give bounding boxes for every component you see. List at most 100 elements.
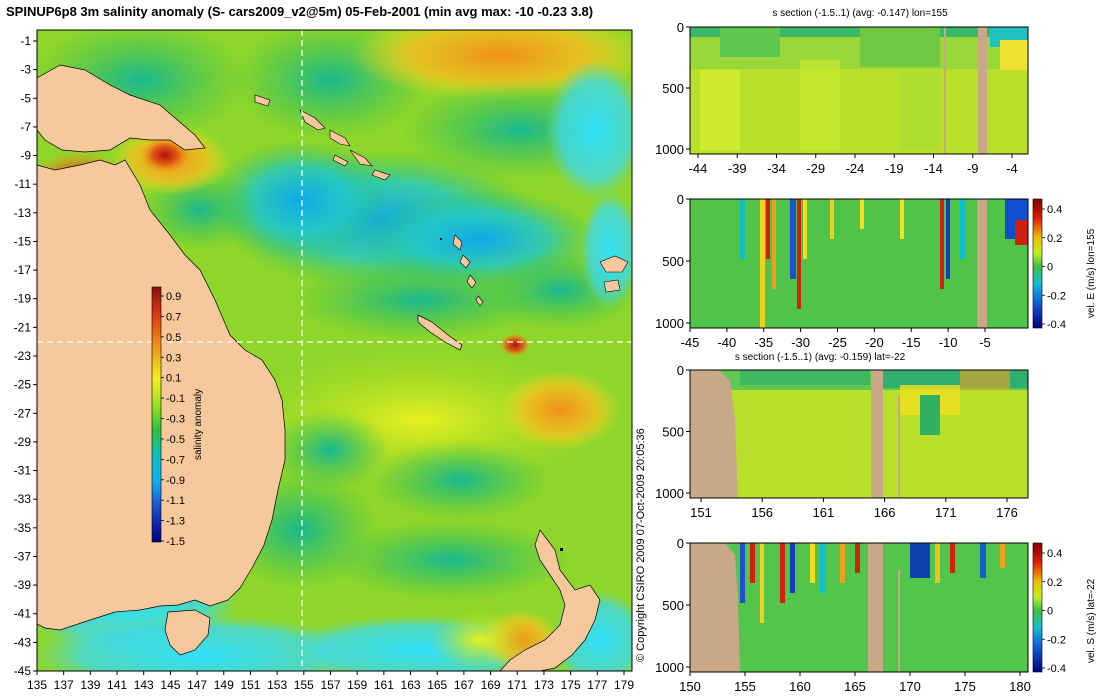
main-colorbar-tick-label: 0.9 xyxy=(166,291,181,303)
section-panel-1: s section (-1.5..1) (avg: -0.147) lon=15… xyxy=(689,8,1029,155)
panel-y-tick-label: 1000 xyxy=(655,486,684,501)
panel-colorbar-tick-label: -0.4 xyxy=(1047,663,1066,675)
panel-colorbar-tick-label: -0.2 xyxy=(1047,290,1066,302)
map-x-tick-label: 145 xyxy=(160,678,180,692)
panel-y-tick-label: 1000 xyxy=(655,142,684,157)
panel-colorbar-tick-label: -0.2 xyxy=(1047,634,1066,646)
panel-x-tick-label: -25 xyxy=(828,335,847,350)
copyright-text: © Copyright CSIRO 2009 07-Oct-2009 20:05… xyxy=(635,428,647,662)
map-y-tick-label: -7 xyxy=(20,120,31,134)
main-colorbar-tick-label: 0.3 xyxy=(166,352,181,364)
land-new-zealand xyxy=(499,529,601,671)
map-x-tick-label: 175 xyxy=(561,678,581,692)
panel-x-tick-label: 175 xyxy=(954,679,976,694)
map-x-tick-label: 159 xyxy=(347,678,367,692)
panel-x-tick-label: -24 xyxy=(846,161,865,176)
panel-x-tick-label: -35 xyxy=(754,335,773,350)
main-colorbar-ticks: 0.9 0.7 0.5 0.3 0.1 -0.1 -0.3 -0.5 -0.7 -0.9 -1.1 -… xyxy=(161,291,185,548)
panel-y-tick-label: 0 xyxy=(677,20,684,35)
map-x-tick-label: 163 xyxy=(401,678,421,692)
map-x-tick-label: 139 xyxy=(80,678,100,692)
land-vanuatu xyxy=(452,234,484,307)
panel-x-tick-label: -10 xyxy=(939,335,958,350)
panel-colorbar-tick-label: 0.2 xyxy=(1047,577,1062,589)
map-x-tick-label: 165 xyxy=(427,678,447,692)
map-y-tick-label: -41 xyxy=(14,607,32,621)
panel-colorbar-tick-label: 0 xyxy=(1047,262,1053,274)
section-panel-4: vel. S (m/s) lat=-22 xyxy=(689,542,1097,673)
land-fiji xyxy=(599,255,629,293)
map-x-tick-label: 171 xyxy=(507,678,527,692)
panel-x-tick-label: -4 xyxy=(1006,161,1018,176)
panel-x-tick-label: 165 xyxy=(844,679,866,694)
panel-y-tick-label: 1000 xyxy=(655,660,684,675)
land-new-caledonia xyxy=(417,314,463,351)
panel-x-tick-label: 166 xyxy=(874,505,896,520)
panel-x-tick-label: -20 xyxy=(865,335,884,350)
panel-colorbar-tick-label: 0.2 xyxy=(1047,233,1062,245)
panel-x-tick-label: 180 xyxy=(1009,679,1031,694)
panel-y-tick-label: 500 xyxy=(662,598,684,613)
map-y-axis: -1 -3 -5 -7 -9 -11 -13 -15 -17 -19 -21 -23 -25 -27 -29… xyxy=(14,34,37,678)
main-colorbar: 0.9 0.7 0.5 0.3 0.1 -0.1 -0.3 -0.5 -0.7 -0.9 -1.1 -… xyxy=(151,286,204,548)
map-y-tick-label: -29 xyxy=(14,435,32,449)
panel-x-tick-label: 170 xyxy=(899,679,921,694)
main-colorbar-tick-label: -0.3 xyxy=(166,414,185,426)
map-y-tick-label: -3 xyxy=(20,63,31,77)
panel-y-tick-label: 500 xyxy=(662,254,684,269)
panel-colorbar-tick-label: 0.4 xyxy=(1047,204,1062,216)
panel-y-tick-label: 1000 xyxy=(655,316,684,331)
panel-x-tick-label: -44 xyxy=(689,161,708,176)
land-tasmania xyxy=(164,609,211,656)
panel-y-tick-label: 0 xyxy=(677,192,684,207)
main-colorbar-tick-label: -1.5 xyxy=(166,536,185,548)
panel-x-tick-label: -29 xyxy=(806,161,825,176)
map-x-tick-label: 167 xyxy=(454,678,474,692)
salinity-field xyxy=(37,30,632,671)
main-colorbar-tick-label: -1.3 xyxy=(166,516,185,528)
panel-x-tick-label: -14 xyxy=(924,161,943,176)
map-y-tick-label: -39 xyxy=(14,578,32,592)
panel-2-side-label: vel. E (m/s) lon=155 xyxy=(1086,228,1097,318)
panel-3-title: s section (-1.5..1) (avg: -0.159) lat=-2… xyxy=(735,352,906,363)
panel-x-tick-label: -5 xyxy=(979,335,991,350)
map-x-tick-label: 179 xyxy=(614,678,634,692)
map-y-tick-label: -19 xyxy=(14,292,32,306)
map-x-tick-label: 169 xyxy=(481,678,501,692)
panel-x-tick-label: -9 xyxy=(967,161,979,176)
panel-x-tick-label: -39 xyxy=(728,161,747,176)
panel-x-tick-label: 171 xyxy=(935,505,957,520)
map-y-tick-label: -27 xyxy=(14,406,32,420)
map-y-tick-label: -5 xyxy=(20,91,31,105)
main-colorbar-tick-label: -0.5 xyxy=(166,434,185,446)
panel-4-side-label: vel. S (m/s) lat=-22 xyxy=(1086,578,1097,663)
map-y-tick-label: -13 xyxy=(14,206,32,220)
section-panel-3: s section (-1.5..1) (avg: -0.159) lat=-2… xyxy=(689,352,1029,499)
section-panel-2: vel. E (m/s) lon=155 xyxy=(689,198,1097,329)
map-panel: -1 -3 -5 -7 -9 -11 -13 -15 -17 -19 -21 -23 -25 -27 -29… xyxy=(14,29,647,692)
figure-title: SPINUP6p8 3m salinity anomaly (S- cars20… xyxy=(6,4,593,19)
map-x-tick-label: 135 xyxy=(27,678,47,692)
main-colorbar-tick-label: -1.1 xyxy=(166,495,185,507)
map-y-tick-label: -1 xyxy=(20,34,31,48)
panel-x-tick-label: -30 xyxy=(791,335,810,350)
main-colorbar-tick-label: 0.7 xyxy=(166,311,181,323)
map-x-tick-label: 161 xyxy=(374,678,394,692)
panel-colorbar-tick-label: 0 xyxy=(1047,606,1053,618)
map-x-tick-label: 149 xyxy=(214,678,234,692)
panel-x-tick-label: -19 xyxy=(885,161,904,176)
map-y-tick-label: -21 xyxy=(14,320,32,334)
map-y-tick-label: -25 xyxy=(14,378,32,392)
map-y-tick-label: -33 xyxy=(14,492,32,506)
panel-colorbar-tick-label: 0.4 xyxy=(1047,548,1062,560)
map-x-tick-label: 137 xyxy=(54,678,74,692)
map-y-tick-label: -35 xyxy=(14,521,32,535)
map-y-tick-label: -23 xyxy=(14,349,32,363)
map-y-tick-label: -37 xyxy=(14,549,32,563)
land-solomon-islands xyxy=(254,94,391,181)
panel-y-tick-label: 0 xyxy=(677,363,684,378)
map-x-axis: 135 137 139 141 143 145 147 149 151 153 155 157 159 1… xyxy=(27,671,634,692)
map-y-tick-label: -43 xyxy=(14,635,32,649)
